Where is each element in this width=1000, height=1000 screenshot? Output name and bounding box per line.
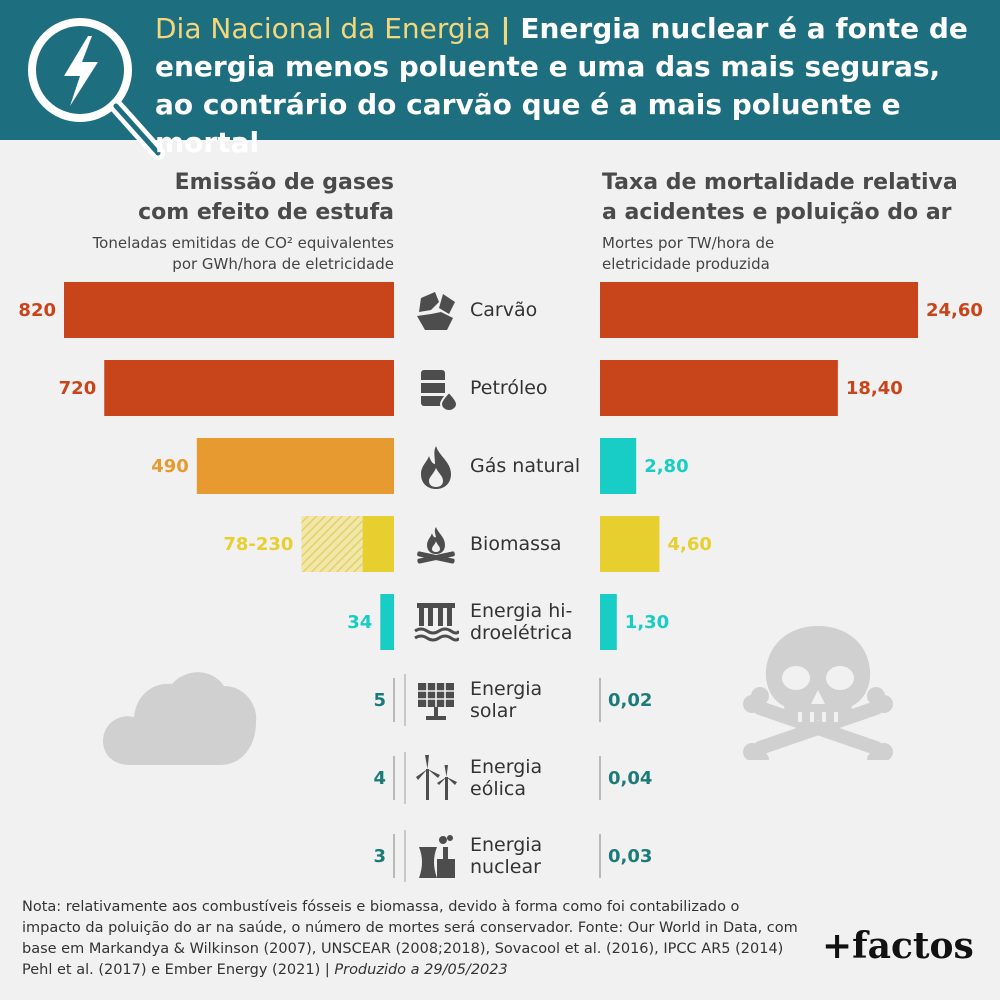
right-chart-subtitle: Mortes por TW/hora de eletricidade produ… [602, 233, 774, 275]
right-title-line1: Taxa de mortalidade relativa [602, 170, 958, 195]
left-value-label-energia-solar: 5 [373, 690, 386, 711]
right-value-label-energia-eolica: 0,04 [608, 768, 652, 789]
left-bar-gas-natural [196, 438, 394, 494]
footnote: Nota: relativamente aos combustíveis fós… [22, 897, 802, 981]
brand-logo: +factos [822, 925, 974, 967]
category-label-energia-eolica: Energia eólica [470, 756, 542, 800]
footnote-date: Produzido a 29/05/2023 [334, 962, 508, 978]
right-bar-gas-natural [600, 438, 637, 494]
left-bar-range-biomassa [301, 516, 363, 572]
right-value-label-gas-natural: 2,80 [644, 456, 688, 477]
category-label-line1: Energia [470, 678, 543, 700]
right-bar-biomassa [600, 516, 660, 572]
left-bar-petroleo [104, 360, 395, 416]
left-title-line1: Emissão de gases [174, 170, 394, 195]
skull-crossbones-icon [743, 626, 893, 760]
campfire-icon [417, 527, 455, 564]
wind-turbine-icon [416, 755, 457, 800]
right-value-label-energia-hidroeletrica: 1,30 [625, 612, 669, 633]
category-label-energia-hidroeletrica: Energia hi-droelétrica [470, 600, 572, 644]
left-subtitle-line1: Toneladas emitidas de CO² equivalentes [92, 234, 394, 252]
right-bar-energia-hidroeletrica [600, 594, 617, 650]
left-chart-subtitle: Toneladas emitidas de CO² equivalentes p… [93, 233, 394, 275]
category-label-energia-nuclear: Energia nuclear [470, 834, 542, 878]
category-label-biomassa: Biomassa [470, 533, 562, 555]
category-label-petroleo: Petróleo [470, 377, 548, 399]
category-label-line2: eólica [470, 778, 526, 800]
right-value-label-biomassa: 4,60 [667, 534, 711, 555]
dam-icon [414, 603, 459, 642]
right-value-label-petroleo: 18,40 [846, 378, 903, 399]
right-subtitle-line1: Mortes por TW/hora de [602, 234, 775, 252]
category-label-line2: solar [470, 700, 517, 722]
category-label-line1: Carvão [470, 299, 538, 321]
right-value-label-energia-solar: 0,02 [608, 690, 652, 711]
left-title-line2: com efeito de estufa [138, 200, 394, 225]
left-bar-biomassa [362, 516, 394, 572]
solar-panel-icon [418, 683, 454, 720]
flame-icon [421, 446, 451, 489]
category-label-carvao: Carvão [470, 299, 537, 321]
right-value-label-carvao: 24,60 [926, 300, 983, 321]
category-label-line1: Gás natural [470, 455, 581, 477]
header-banner [0, 0, 1000, 140]
right-bar-petroleo [600, 360, 838, 416]
category-label-gas-natural: Gás natural [470, 455, 580, 477]
title-kicker: Dia Nacional da Energia [155, 12, 491, 45]
left-chart-title: Emissão de gases com efeito de estufa [138, 168, 394, 228]
right-subtitle-line2: eletricidade produzida [602, 255, 770, 273]
oil-barrel-icon [421, 370, 459, 412]
search-lightning-icon [28, 18, 165, 160]
left-value-label-carvao: 820 [18, 300, 56, 321]
category-label-line2: nuclear [470, 856, 541, 878]
left-bar-carvao [64, 282, 394, 338]
left-value-label-biomassa: 78-230 [223, 534, 293, 555]
left-value-label-energia-eolica: 4 [373, 768, 386, 789]
category-label-line2: droelétrica [470, 622, 573, 644]
left-value-label-energia-nuclear: 3 [373, 846, 386, 867]
left-subtitle-line2: por GWh/hora de eletricidade [172, 255, 394, 273]
left-value-label-gas-natural: 490 [151, 456, 189, 477]
left-bar-energia-hidroeletrica [380, 594, 394, 650]
category-label-line1: Biomassa [470, 533, 562, 555]
right-title-line2: a acidentes e poluição do ar [602, 200, 952, 225]
page-title: Dia Nacional da Energia | Energia nuclea… [155, 10, 985, 162]
right-chart-title: Taxa de mortalidade relativa a acidentes… [602, 168, 958, 228]
title-separator: | [500, 12, 511, 45]
category-label-line1: Energia [470, 756, 543, 778]
category-label-line1: Petróleo [470, 377, 548, 399]
left-bar-group: 820 720 490 78-230 34 5 4 3 [18, 282, 406, 882]
category-label-line1: Energia [470, 834, 543, 856]
cloud-icon [103, 672, 257, 765]
right-bar-group: 24,60 18,40 2,80 4,60 1,30 0,02 0,04 0,03 [599, 282, 983, 878]
right-bar-carvao [600, 282, 918, 338]
category-label-line1: Energia hi- [470, 600, 573, 622]
left-value-label-energia-hidroeletrica: 34 [347, 612, 372, 633]
right-value-label-energia-nuclear: 0,03 [608, 846, 652, 867]
coal-icon [417, 292, 455, 330]
title-text: Energia nuclear é a fonte de energia men… [155, 12, 968, 159]
nuclear-plant-icon [419, 835, 455, 878]
category-label-energia-solar: Energia solar [470, 678, 542, 722]
footnote-text: Nota: relativamente aos combustíveis fós… [22, 899, 798, 978]
left-value-label-petroleo: 720 [59, 378, 97, 399]
